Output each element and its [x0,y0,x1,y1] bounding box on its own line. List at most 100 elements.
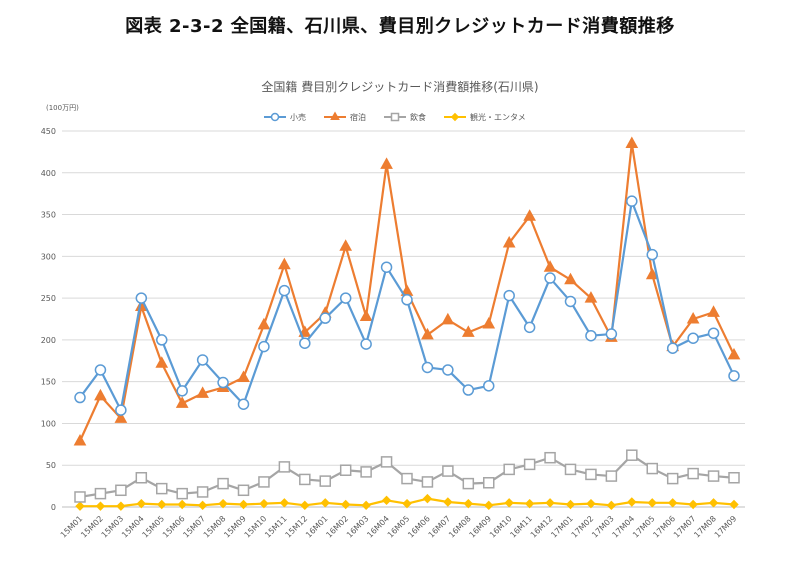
data-point [177,499,187,510]
data-point [605,328,618,340]
data-point [544,451,556,464]
legend-item: 小売 [264,112,306,122]
data-point [196,386,209,398]
data-point [237,370,250,382]
data-point [565,499,576,510]
data-point [217,477,229,490]
data-point [115,484,127,497]
data-point [585,468,597,481]
data-point [523,458,536,471]
data-point [278,461,291,473]
series-1 [74,195,740,416]
y-axis: 0 50 100 150 200 250 300 350 400 450 [41,127,56,512]
data-point [402,498,412,509]
data-point [360,466,372,478]
data-point [380,157,393,169]
data-point [586,498,596,509]
y-tick-label: 450 [41,127,56,136]
data-point [279,498,290,508]
data-point [523,321,536,334]
data-point [688,499,698,510]
data-point [728,472,740,484]
x-tick-label: 17M09 [713,514,739,540]
data-point [686,311,700,324]
page-title: 図表 2-3-2 全国籍、石川県、費目別クレジットカード消費額推移 [125,16,675,37]
data-point [708,498,719,508]
legend-marker [270,112,280,122]
data-point [605,470,618,482]
data-point [564,272,577,285]
data-point [176,487,188,500]
data-point [359,309,373,321]
data-point [483,380,495,392]
y-tick-label: 200 [41,336,56,345]
data-point [73,433,87,446]
data-point [299,473,311,486]
data-point [421,476,434,488]
data-point [361,500,371,511]
data-point [543,260,557,272]
y-tick-label: 350 [41,211,56,220]
data-point [422,493,433,504]
data-point [421,327,434,340]
data-point [463,498,474,509]
data-point [339,292,352,304]
data-point [196,486,209,498]
legend-label: 観光・エンタメ [470,112,526,122]
data-point [135,292,148,304]
y-tick-label: 100 [41,419,56,428]
data-point [299,337,311,349]
y-unit-label: (100万円) [46,104,79,112]
data-point [238,499,249,510]
y-tick-label: 250 [41,294,56,303]
data-point [666,472,679,485]
data-point [320,498,330,508]
legend-item: 観光・エンタメ [444,112,526,122]
data-point [484,500,494,511]
data-point [95,501,106,511]
data-point [401,294,413,306]
y-tick-label: 150 [41,378,56,387]
data-point [584,291,598,303]
data-point [176,385,188,397]
data-point [646,462,658,475]
data-point [319,312,331,324]
data-point [340,499,351,510]
data-point [441,312,455,325]
legend-label: 宿泊 [350,112,366,122]
data-point [175,396,189,408]
data-point [564,463,577,476]
series-4 [75,493,739,511]
legend: 小売 宿泊 飲食 観光・エンタメ [264,111,526,122]
y-tick-label: 300 [41,252,56,261]
y-tick-label: 50 [46,461,56,470]
data-point [645,267,659,280]
data-point [115,404,127,416]
data-point [257,317,271,330]
data-point [237,484,250,497]
data-point [94,388,107,401]
data-point [74,391,86,404]
data-point [237,398,250,410]
data-point [503,463,515,476]
data-point [707,327,720,339]
data-point [300,500,310,511]
data-point [218,498,228,509]
data-point [319,475,331,487]
data-point [483,477,495,489]
data-point [94,487,107,500]
legend-marker [450,112,460,122]
data-point [727,347,741,360]
data-point [197,500,208,511]
data-point [585,329,597,342]
series-3 [74,449,740,503]
legend-marker [390,112,400,122]
data-point [380,261,393,273]
data-point [157,499,167,510]
data-point [461,325,475,337]
data-point [443,497,453,507]
data-point [707,305,720,317]
data-point [524,498,535,509]
data-point [75,501,85,511]
